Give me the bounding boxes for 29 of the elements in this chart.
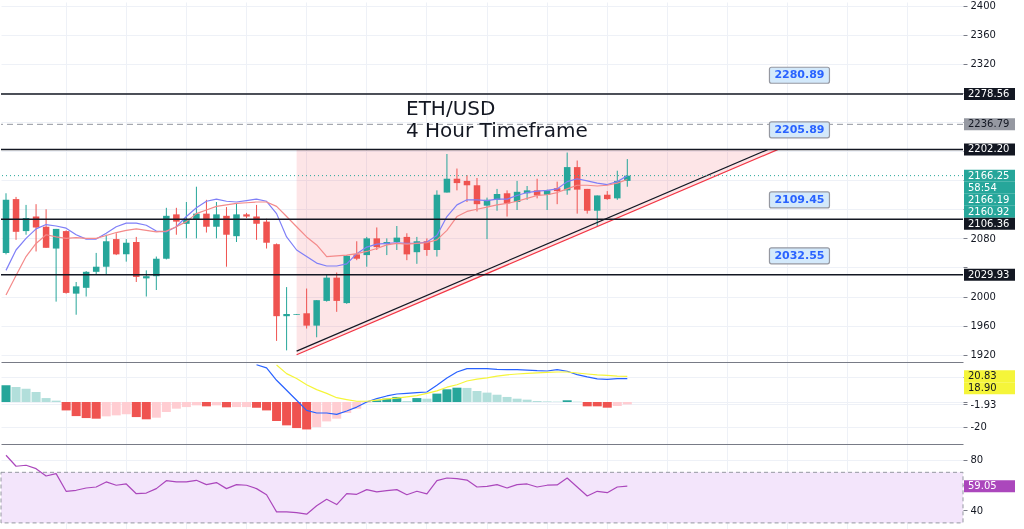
y-tick-label: -20: [970, 421, 987, 433]
text: 20.83: [968, 370, 997, 382]
y-tick-label: 2400: [970, 0, 996, 12]
text: 2160.92: [968, 205, 1010, 217]
y-tick-label: -1.93: [970, 398, 997, 410]
ref-line-label: 2106.36: [968, 217, 1010, 229]
text: ETH/USD: [406, 96, 496, 120]
annotation: 2280.89: [774, 68, 825, 82]
ref-line-label: 2278.56: [968, 87, 1010, 99]
y-tick-label: 1960: [970, 320, 996, 332]
y-tick-label: 1920: [970, 349, 996, 361]
y-tick-label: 2360: [970, 29, 996, 41]
text: 58:54: [968, 181, 997, 193]
text: 59.05: [968, 480, 997, 492]
y-tick-label: 40: [970, 504, 984, 516]
annotation: 2109.45: [774, 192, 825, 206]
ref-line-label: 2029.93: [968, 268, 1010, 280]
y-tick-label: 2080: [970, 232, 996, 244]
annotation: 2205.89: [774, 122, 825, 136]
annotation: 2032.55: [774, 248, 825, 262]
text: 4 Hour Timeframe: [406, 118, 588, 142]
y-tick-label: 2320: [970, 58, 996, 70]
ref-line-label: 2202.20: [968, 143, 1010, 155]
y-tick-label: 80: [970, 454, 984, 466]
text: 2166.19: [968, 193, 1010, 205]
ref-line-label: 2166.25: [968, 169, 1010, 181]
ref-line-label: 2236.79: [968, 118, 1010, 130]
text: 18.90: [968, 382, 997, 394]
y-tick-label: 2000: [970, 291, 996, 303]
